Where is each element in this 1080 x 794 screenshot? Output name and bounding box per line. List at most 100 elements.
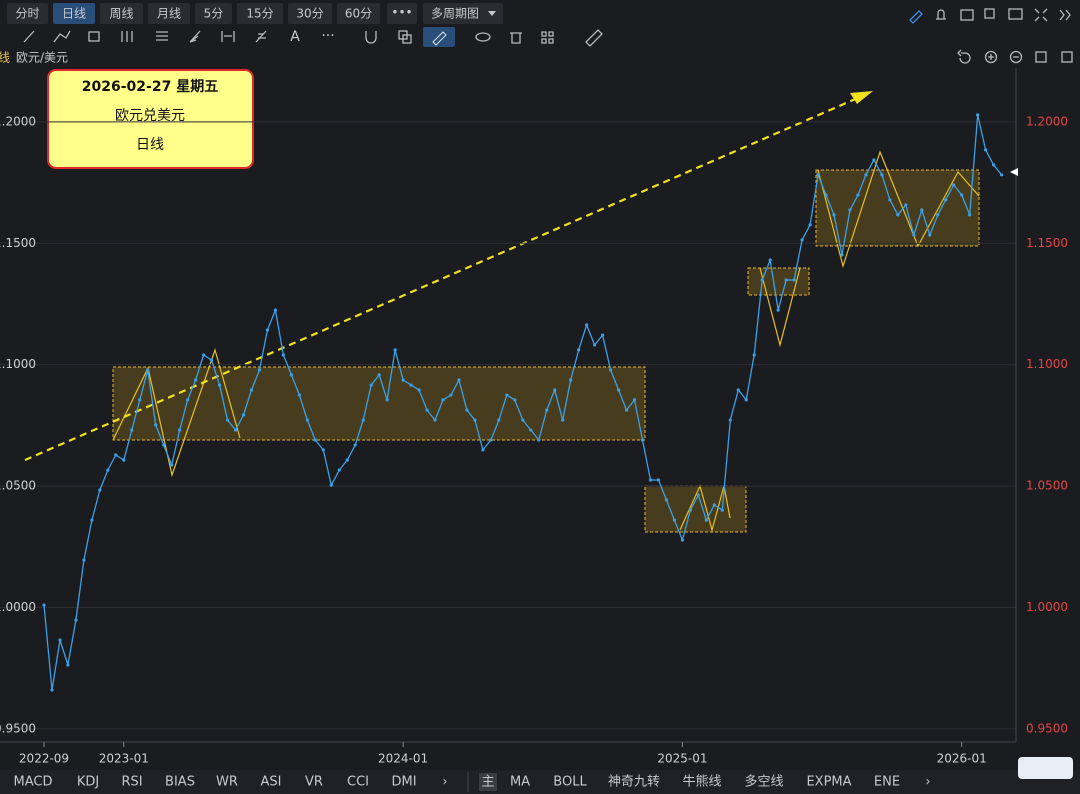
icon-zoom-in[interactable] [984, 50, 998, 64]
icon-layout[interactable] [1061, 51, 1073, 63]
price-point [856, 193, 860, 197]
price-point [130, 428, 134, 432]
zigzag [679, 484, 731, 533]
tool-eye[interactable] [475, 32, 491, 42]
price-point [178, 428, 182, 432]
indicator-tab[interactable]: MA [510, 775, 530, 790]
period-label[interactable]: 周线 [109, 7, 133, 21]
icon-monitor[interactable] [1008, 8, 1023, 20]
price-point [353, 443, 357, 447]
price-point [50, 688, 54, 692]
price-point [984, 148, 988, 152]
icon-settings[interactable] [1035, 51, 1047, 63]
tool-grid[interactable] [541, 31, 554, 44]
indicator-tab[interactable]: CCI [347, 775, 369, 790]
price-point [760, 278, 764, 282]
indicator-tab[interactable]: MACD [14, 775, 53, 790]
period-button[interactable] [237, 3, 283, 24]
indicator-tab[interactable]: WR [216, 775, 238, 790]
tool-line[interactable] [23, 30, 35, 43]
period-label[interactable]: 分时 [15, 7, 39, 21]
tool-wave[interactable] [255, 30, 267, 43]
price-point [209, 358, 214, 362]
tool-text[interactable]: A [290, 29, 300, 45]
multi-label[interactable]: 多周期图 [431, 7, 479, 21]
indicator-tab[interactable]: BOLL [553, 775, 587, 790]
price-point [593, 343, 597, 347]
icon-edit[interactable] [909, 10, 923, 24]
indicator-tab[interactable]: VR [305, 775, 323, 790]
indicator-tab[interactable]: 牛熊线 [682, 774, 721, 790]
indicator-tab[interactable]: › [925, 775, 930, 790]
price-point [792, 278, 796, 282]
range-box [112, 366, 646, 441]
icon-zoom-out[interactable] [1009, 50, 1023, 64]
tool-range[interactable] [221, 31, 235, 42]
x-tick-label: 2022-09 [19, 752, 69, 766]
tool-fib[interactable] [156, 31, 168, 41]
icon-undo[interactable] [957, 49, 971, 64]
price-point [704, 518, 708, 522]
period-button[interactable] [100, 3, 143, 24]
main-tab[interactable]: 主 [481, 775, 494, 790]
tool-rect[interactable] [88, 31, 100, 42]
indicator-tab[interactable]: ENE [874, 775, 900, 790]
price-point [680, 538, 685, 542]
icon-window[interactable] [984, 8, 995, 19]
period-button[interactable] [288, 3, 332, 24]
price-point [194, 378, 198, 382]
more-button[interactable] [387, 3, 417, 24]
info-period: 日线 [136, 137, 164, 153]
period-button[interactable] [337, 3, 380, 24]
indicator-tab[interactable]: ASI [261, 775, 282, 790]
price-point [385, 398, 389, 402]
period-button[interactable] [53, 3, 95, 24]
tool-pen[interactable] [432, 31, 447, 46]
period-label[interactable]: 30分 [296, 7, 323, 21]
multi-button[interactable] [423, 3, 503, 24]
tool-channel[interactable] [121, 31, 133, 42]
price-point [521, 418, 525, 422]
period-button[interactable] [148, 3, 190, 24]
period-label[interactable]: 月线 [157, 7, 181, 21]
period-button[interactable] [195, 3, 232, 24]
period-button[interactable] [7, 3, 48, 24]
price-point [369, 383, 373, 387]
icon-fullscreen[interactable] [1034, 8, 1048, 22]
period-label[interactable]: 日线 [62, 7, 86, 21]
tool-magnet[interactable] [365, 31, 377, 44]
price-point [321, 448, 325, 452]
price-point [265, 328, 270, 332]
more-label[interactable]: ••• [391, 6, 412, 20]
icon-bell[interactable] [936, 9, 946, 20]
period-label[interactable]: 15分 [246, 7, 273, 21]
tool-polyline[interactable] [53, 30, 71, 43]
price-point [529, 428, 533, 432]
indicator-tab[interactable]: 多空线 [744, 774, 783, 790]
tool-ruler[interactable] [585, 29, 603, 47]
period-label[interactable]: 5分 [204, 7, 224, 21]
tool-delete[interactable] [510, 32, 522, 44]
indicator-tab[interactable]: KDJ [77, 775, 99, 790]
icon-collapse[interactable] [1059, 9, 1071, 21]
period-label[interactable]: 60分 [345, 7, 372, 21]
tool-fan[interactable] [189, 30, 201, 43]
price-point [489, 438, 493, 442]
price-point [824, 193, 828, 197]
price-point [696, 493, 700, 497]
price-point [409, 383, 413, 387]
icon-camera[interactable] [960, 9, 974, 21]
tool-more[interactable]: ··· [321, 28, 334, 44]
y-tick-label-right: 1.0000 [1026, 600, 1068, 614]
indicator-tab[interactable]: DMI [391, 775, 416, 790]
price-point [217, 383, 222, 387]
price-point [840, 253, 844, 257]
indicator-tab[interactable]: EXPMA [806, 775, 851, 790]
indicator-tab[interactable]: RSI [121, 775, 142, 790]
price-point [896, 213, 900, 217]
price-point [305, 418, 309, 422]
indicator-tab[interactable]: › [442, 775, 447, 790]
indicator-tab[interactable]: 神奇九转 [608, 774, 660, 790]
indicator-tab[interactable]: BIAS [165, 775, 195, 790]
